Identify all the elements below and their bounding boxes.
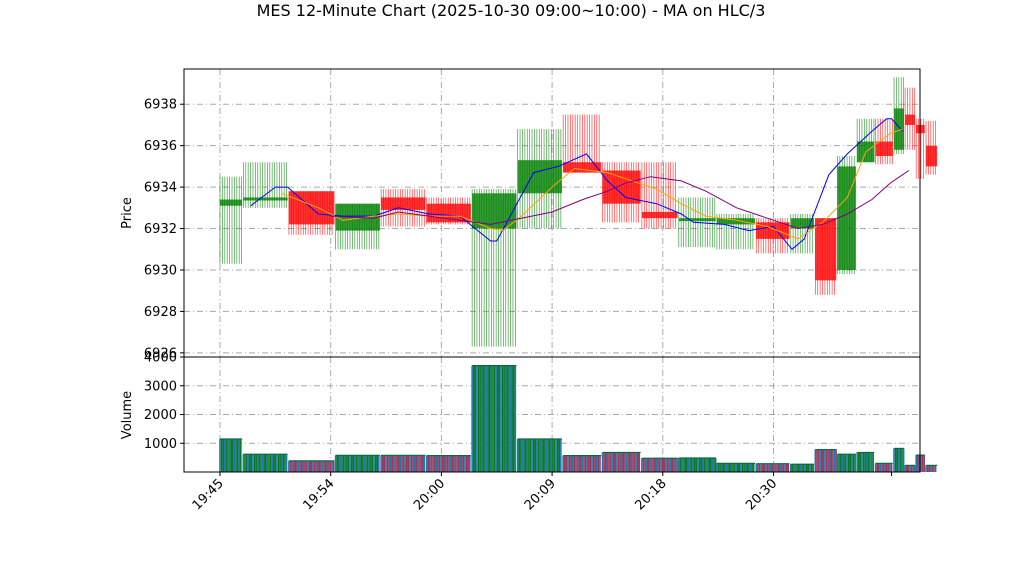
candle-body: [790, 218, 815, 229]
candle-up: [471, 189, 517, 347]
x-tick-label: 20:00: [411, 476, 448, 513]
moving-average-line-2: [281, 128, 903, 240]
candle-up: [856, 118, 875, 163]
price-tick-label: 6938: [144, 98, 177, 113]
candle-body: [220, 199, 243, 206]
volume-panel: 1000 2000 3000 4000 Volume: [120, 351, 938, 473]
price-tick-label: 6926: [144, 346, 177, 361]
price-tick-label: 6936: [144, 139, 177, 154]
price-tick-label: 6928: [144, 305, 177, 320]
volume-bar: [925, 464, 938, 472]
price-axis-label: Price: [120, 197, 135, 229]
candle-down: [602, 162, 641, 223]
volume-bar: [755, 463, 790, 472]
price-tick-label: 6932: [144, 222, 177, 237]
price-y-axis: 6926 6928 6930 6932 6934 6936 6938: [144, 98, 184, 361]
candle-body: [875, 141, 893, 157]
volume-bar: [716, 462, 756, 472]
moving-average-line-3: [330, 170, 910, 230]
candle-body: [381, 197, 426, 210]
moving-average-line-1: [250, 118, 904, 251]
volume-bar: [562, 455, 602, 472]
price-tick-label: 6930: [144, 263, 177, 278]
candle-up: [243, 162, 288, 208]
candle-body: [756, 222, 790, 239]
volume-bar: [288, 460, 335, 472]
volume-bar: [242, 453, 288, 472]
x-tick-label: 19:45: [190, 476, 227, 513]
x-tick-label: 20:09: [522, 476, 559, 513]
x-axis: 19:45 19:54 20:00 20:09 20:18 20:30: [190, 472, 893, 513]
candle-up: [893, 77, 904, 154]
candle-down: [562, 114, 602, 173]
candle-body: [815, 218, 837, 281]
volume-bar: [789, 463, 815, 472]
candle-body: [243, 197, 288, 201]
moving-average-lines: [250, 118, 910, 251]
candle-body: [602, 170, 641, 204]
candle-down: [904, 87, 916, 150]
candle-up: [837, 156, 856, 275]
candle-down: [380, 189, 426, 227]
candle-body: [926, 145, 938, 167]
volume-bar: [641, 457, 678, 472]
candle-body: [563, 162, 602, 173]
candle-body: [641, 211, 678, 219]
candle-down: [875, 118, 893, 165]
volume-bar: [516, 438, 562, 472]
candle-up: [219, 176, 243, 264]
volume-bar: [814, 448, 837, 472]
candle-body: [894, 108, 904, 150]
candle-body: [716, 218, 756, 225]
candle-down: [426, 197, 471, 225]
volume-bar: [836, 453, 856, 472]
x-tick-label: 20:30: [743, 476, 780, 513]
volume-tick-label: 4000: [144, 351, 177, 366]
candle-down: [641, 162, 678, 229]
candle-body: [837, 166, 856, 270]
volume-bar: [334, 454, 380, 472]
candle-down: [814, 218, 837, 295]
x-tick-label: 19:54: [300, 476, 337, 513]
volume-bars: [219, 365, 938, 472]
volume-bar: [471, 365, 517, 472]
volume-bar: [893, 447, 905, 472]
volume-bar: [601, 451, 641, 472]
volume-axis-label: Volume: [120, 391, 135, 439]
candle-body: [905, 114, 915, 125]
price-panel: 6926 6928 6930 6932 6934 6936 6938 Price: [120, 68, 938, 361]
volume-bar: [380, 454, 426, 472]
volume-tick-label: 3000: [144, 379, 177, 394]
volume-bar: [219, 438, 243, 472]
x-tick-label: 20:18: [633, 476, 670, 513]
volume-bar: [425, 455, 471, 472]
volume-bar: [874, 462, 893, 472]
candle-up: [335, 203, 380, 250]
candle-down: [755, 218, 790, 254]
volume-bar: [677, 457, 717, 472]
candle-up: [716, 214, 756, 250]
volume-bar: [856, 451, 875, 472]
candle-body: [678, 218, 716, 222]
volume-y-axis: 1000 2000 3000 4000: [144, 351, 184, 452]
candle-body: [517, 160, 562, 194]
volume-tick-label: 2000: [144, 408, 177, 423]
chart-title: MES 12-Minute Chart (2025-10-30 09:00~10…: [257, 1, 766, 20]
volume-bar: [904, 464, 916, 472]
volume-tick-label: 1000: [144, 437, 177, 452]
candle-down: [925, 120, 938, 175]
price-tick-label: 6934: [144, 181, 177, 196]
